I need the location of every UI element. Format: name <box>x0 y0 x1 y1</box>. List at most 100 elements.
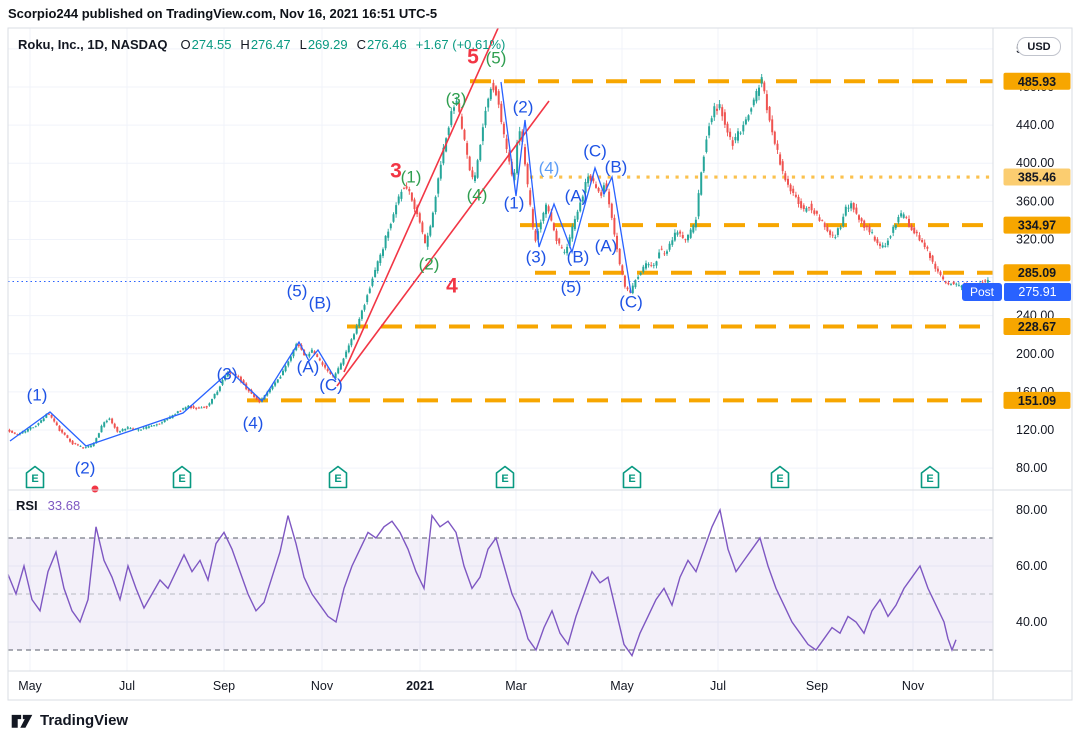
time-tick-Sep: Sep <box>213 679 235 693</box>
wave-label-3: (3) <box>217 364 238 383</box>
elliott-wave-labels: (1)(2)(3)(4)(5)(B)(A)(C)(1)(2)(3)(4)(5)3… <box>27 46 643 493</box>
time-tick-May: May <box>18 679 42 693</box>
wave-label-5: (5) <box>561 277 582 296</box>
wave-label-C: (C) <box>319 375 343 394</box>
rsi-legend[interactable]: RSI 33.68 <box>16 498 80 513</box>
wave-label-2: (2) <box>513 97 534 116</box>
tradingview-logo-text: TradingView <box>40 711 129 729</box>
earnings-icon[interactable] <box>920 465 940 489</box>
wave-label-4: (4) <box>467 185 488 204</box>
price-tick-80.00: 80.00 <box>1016 461 1047 475</box>
wave-label-4: (4) <box>539 158 560 177</box>
tradingview-logo-icon <box>11 714 33 728</box>
wave-label-A: (A) <box>297 357 320 376</box>
red-marker-dot <box>91 485 99 493</box>
wave-label-B: (B) <box>605 157 628 176</box>
wave-label-2: (2) <box>419 254 440 273</box>
svg-text:E: E <box>31 473 38 485</box>
level-badges: 485.93 385.46 334.97 285.09 228.67 151.09 <box>1003 72 1071 409</box>
last-price-badge: 275.91 <box>1004 283 1071 301</box>
wave-label-B: (B) <box>309 293 332 312</box>
wave-label-5: (5) <box>486 48 507 67</box>
time-tick-Sep: Sep <box>806 679 828 693</box>
wave-label-4: 4 <box>446 275 458 298</box>
earnings-icon[interactable] <box>328 465 348 489</box>
svg-text:285.09: 285.09 <box>1018 266 1056 280</box>
time-tick-2021: 2021 <box>406 679 434 693</box>
pane-frame <box>7 27 1073 701</box>
rsi-line <box>7 507 957 658</box>
rsi-label: RSI <box>16 498 38 513</box>
currency-badge[interactable]: USD <box>1017 37 1061 56</box>
legend-high: H 276.47 <box>240 37 291 52</box>
wave-label-3: (3) <box>526 247 547 266</box>
svg-text:334.97: 334.97 <box>1018 219 1056 233</box>
wave-label-4: (4) <box>243 413 264 432</box>
level-badge-485.93 <box>1003 72 1071 90</box>
wave-label-3: (3) <box>446 89 467 108</box>
earnings-icon[interactable] <box>622 465 642 489</box>
price-tick-320.00: 320.00 <box>1016 232 1054 246</box>
svg-text:E: E <box>178 473 185 485</box>
time-tick-Jul: Jul <box>710 679 726 693</box>
rsi-value: 33.68 <box>47 498 81 513</box>
blue-wave-line <box>500 81 632 294</box>
time-tick-May: May <box>610 679 634 693</box>
symbol-legend[interactable]: Roku, Inc., 1D, NASDAQ O 274.55 H 276.47 L… <box>18 37 505 52</box>
svg-text:385.46: 385.46 <box>1018 171 1056 185</box>
svg-text:E: E <box>334 473 341 485</box>
svg-text:E: E <box>628 473 635 485</box>
legend-open: O 274.55 <box>180 37 232 52</box>
rsi-tick-40.00: 40.00 <box>1016 615 1047 629</box>
price-level-lines <box>247 79 993 403</box>
svg-text:E: E <box>776 473 783 485</box>
time-tick-Nov: Nov <box>902 679 925 693</box>
time-tick-Nov: Nov <box>311 679 334 693</box>
wave-label-A: (A) <box>565 186 588 205</box>
legend-close: C 276.46 <box>356 37 407 52</box>
attribution-text: Scorpio244 published on TradingView.com,… <box>8 6 438 21</box>
red-trendline <box>343 28 499 373</box>
time-tick-Jul: Jul <box>119 679 135 693</box>
price-tick-400.00: 400.00 <box>1016 156 1054 170</box>
svg-text:228.67: 228.67 <box>1018 320 1056 334</box>
wave-label-C: (C) <box>619 292 643 311</box>
earnings-icon[interactable] <box>770 465 790 489</box>
wave-label-A: (A) <box>595 236 618 255</box>
wave-label-C: (C) <box>583 141 607 160</box>
wave-label-3: 3 <box>390 160 402 183</box>
blue-wave-line <box>9 340 337 447</box>
grid-lines <box>8 28 993 671</box>
earnings-icon[interactable] <box>495 465 515 489</box>
rsi-tick-80.00: 80.00 <box>1016 503 1047 517</box>
wave-label-1: (1) <box>401 167 422 186</box>
legend-low: L 269.29 <box>299 37 348 52</box>
candlesticks <box>8 74 989 449</box>
price-axis[interactable]: 520.00480.00440.00400.00360.00320.00240.… <box>1016 42 1054 629</box>
level-badge-228.67 <box>1003 317 1071 335</box>
legend-change: +1.67 (+0.61%) <box>415 37 506 52</box>
wave-label-B: (B) <box>567 247 590 266</box>
wave-label-5: (5) <box>287 281 308 300</box>
wave-label-1: (1) <box>27 385 48 404</box>
earnings-icon[interactable] <box>25 465 45 489</box>
svg-text:E: E <box>926 473 933 485</box>
symbol-title[interactable]: Roku, Inc., 1D, NASDAQ <box>18 37 168 52</box>
red-trendline <box>336 100 550 387</box>
down-wicks <box>9 79 986 449</box>
earnings-icon[interactable] <box>172 465 192 489</box>
time-axis[interactable]: May Jul Sep Nov 2021 Mar May Jul Sep Nov <box>18 679 925 693</box>
svg-text:485.93: 485.93 <box>1018 75 1056 89</box>
down-bodies <box>8 82 987 449</box>
svg-text:151.09: 151.09 <box>1018 394 1056 408</box>
price-tick-120.00: 120.00 <box>1016 423 1054 437</box>
footer-brand[interactable]: TradingView <box>10 710 128 730</box>
svg-text:E: E <box>501 473 508 485</box>
level-badge-151.09 <box>1003 391 1071 409</box>
time-tick-Mar: Mar <box>505 679 527 693</box>
rsi-tick-60.00: 60.00 <box>1016 559 1047 573</box>
wave-label-1: (1) <box>504 193 525 212</box>
